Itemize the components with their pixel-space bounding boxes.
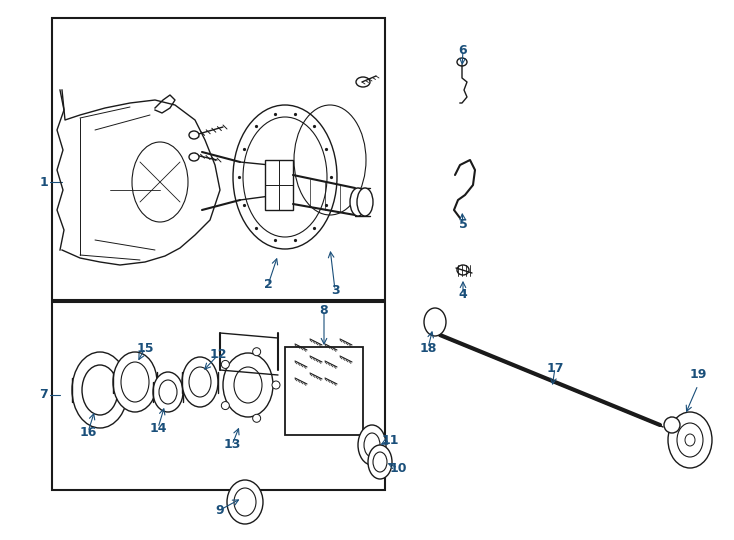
Ellipse shape — [282, 92, 378, 228]
Text: 1: 1 — [40, 176, 48, 188]
Ellipse shape — [72, 352, 128, 428]
Ellipse shape — [668, 412, 712, 468]
Text: 15: 15 — [137, 341, 153, 354]
Text: 13: 13 — [223, 438, 241, 451]
Text: 16: 16 — [79, 426, 97, 438]
Text: 12: 12 — [209, 348, 227, 361]
Ellipse shape — [113, 352, 157, 412]
Text: 2: 2 — [264, 279, 272, 292]
Text: 10: 10 — [389, 462, 407, 475]
Text: 8: 8 — [320, 303, 328, 316]
Ellipse shape — [206, 333, 290, 437]
Ellipse shape — [222, 402, 229, 409]
Polygon shape — [62, 90, 220, 265]
Ellipse shape — [182, 357, 218, 407]
Text: 17: 17 — [546, 361, 564, 375]
Text: 19: 19 — [689, 368, 707, 381]
Ellipse shape — [350, 188, 366, 216]
Text: 6: 6 — [459, 44, 468, 57]
Ellipse shape — [457, 265, 469, 275]
Ellipse shape — [252, 348, 261, 356]
Bar — [52, 18, 385, 300]
Ellipse shape — [272, 381, 280, 389]
Text: 9: 9 — [216, 503, 225, 516]
Ellipse shape — [189, 153, 199, 161]
Ellipse shape — [252, 414, 261, 422]
Text: 5: 5 — [459, 219, 468, 232]
Ellipse shape — [664, 417, 680, 433]
Ellipse shape — [356, 77, 370, 87]
Ellipse shape — [222, 360, 229, 368]
Text: 18: 18 — [419, 341, 437, 354]
Text: 4: 4 — [459, 288, 468, 301]
Ellipse shape — [358, 425, 386, 465]
Bar — [52, 302, 385, 490]
Text: 7: 7 — [40, 388, 48, 402]
Bar — [285, 347, 363, 435]
Ellipse shape — [424, 308, 446, 336]
Ellipse shape — [189, 131, 199, 139]
Text: 11: 11 — [381, 434, 399, 447]
Ellipse shape — [153, 372, 183, 412]
Ellipse shape — [357, 188, 373, 216]
Bar — [265, 160, 293, 210]
Ellipse shape — [227, 480, 263, 524]
Text: 14: 14 — [149, 422, 167, 435]
Ellipse shape — [118, 124, 202, 240]
Ellipse shape — [368, 445, 392, 479]
Text: 3: 3 — [331, 284, 339, 296]
